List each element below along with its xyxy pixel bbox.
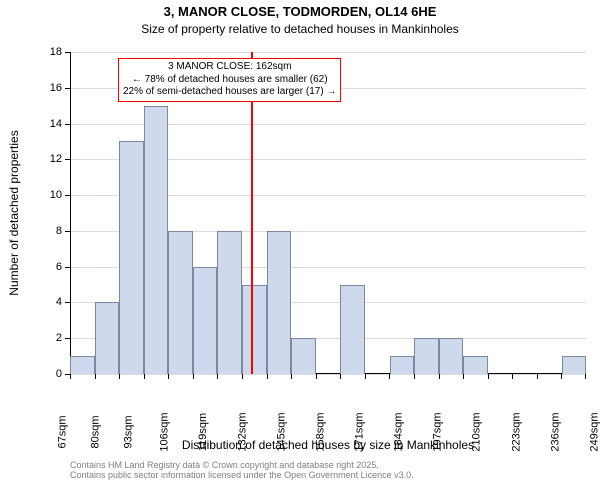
y-tick-label: 16 — [32, 82, 62, 94]
y-tick — [65, 338, 70, 339]
chart-container: 3, MANOR CLOSE, TODMORDEN, OL14 6HE Size… — [0, 0, 600, 500]
bar — [267, 231, 292, 374]
bar-inner — [70, 356, 95, 374]
bar — [463, 356, 488, 374]
x-tick — [291, 374, 292, 379]
y-tick — [65, 267, 70, 268]
x-tick — [217, 374, 218, 379]
bar — [242, 285, 267, 374]
x-tick-label: 249sqm — [588, 412, 600, 451]
x-tick — [340, 374, 341, 379]
bar — [217, 231, 242, 374]
y-tick — [65, 124, 70, 125]
footer-text: Contains HM Land Registry data © Crown c… — [70, 460, 600, 480]
y-tick — [65, 52, 70, 53]
bar-inner — [217, 231, 242, 374]
bar-inner — [119, 141, 144, 374]
chart-subtitle: Size of property relative to detached ho… — [0, 22, 600, 36]
x-tick — [365, 374, 366, 379]
bar-inner — [144, 106, 169, 374]
x-tick — [439, 374, 440, 379]
annotation-line-3: 22% of semi-detached houses are larger (… — [123, 86, 336, 99]
x-axis-label: Distribution of detached houses by size … — [70, 438, 586, 452]
x-tick — [512, 374, 513, 379]
y-tick — [65, 159, 70, 160]
x-tick — [144, 374, 145, 379]
bar-inner — [562, 356, 587, 374]
chart-title: 3, MANOR CLOSE, TODMORDEN, OL14 6HE — [0, 4, 600, 19]
bar-inner — [390, 356, 415, 374]
bar — [119, 141, 144, 374]
bar — [95, 302, 120, 374]
gridline — [70, 374, 586, 375]
x-tick — [267, 374, 268, 379]
annotation-line-2: ← 78% of detached houses are smaller (62… — [123, 74, 336, 87]
bar — [193, 267, 218, 374]
y-tick-label: 4 — [32, 296, 62, 308]
bar-inner — [242, 285, 267, 374]
x-tick — [585, 374, 586, 379]
x-tick — [561, 374, 562, 379]
bar-inner — [95, 302, 120, 374]
x-tick — [488, 374, 489, 379]
bar — [340, 285, 365, 374]
plot-area: 3 MANOR CLOSE: 162sqm ← 78% of detached … — [70, 52, 586, 374]
x-tick — [463, 374, 464, 379]
x-tick-labels: 67sqm80sqm93sqm106sqm119sqm132sqm145sqm1… — [70, 380, 586, 440]
footer-line-1: Contains HM Land Registry data © Crown c… — [70, 460, 600, 470]
x-tick — [316, 374, 317, 379]
y-tick-label: 8 — [32, 225, 62, 237]
y-tick — [65, 231, 70, 232]
y-tick — [65, 195, 70, 196]
y-tick — [65, 88, 70, 89]
bar-inner — [414, 338, 439, 374]
y-tick — [65, 302, 70, 303]
bar — [144, 106, 169, 374]
x-tick — [389, 374, 390, 379]
x-tick — [242, 374, 243, 379]
bar — [70, 356, 95, 374]
bar-inner — [463, 356, 488, 374]
bar-inner — [340, 285, 365, 374]
bar — [562, 356, 587, 374]
bar-inner — [439, 338, 464, 374]
bar-inner — [267, 231, 292, 374]
x-tick — [414, 374, 415, 379]
bar-inner — [168, 231, 193, 374]
y-tick-label: 0 — [32, 368, 62, 380]
bar — [168, 231, 193, 374]
y-tick-label: 14 — [32, 118, 62, 130]
y-axis-label: Number of detached properties — [7, 52, 21, 374]
bar — [291, 338, 316, 374]
x-tick — [119, 374, 120, 379]
bar — [414, 338, 439, 374]
footer-line-2: Contains public sector information licen… — [70, 470, 600, 480]
annotation-box: 3 MANOR CLOSE: 162sqm ← 78% of detached … — [118, 58, 341, 102]
y-tick-label: 6 — [32, 261, 62, 273]
y-tick-label: 10 — [32, 189, 62, 201]
x-tick — [537, 374, 538, 379]
x-tick — [168, 374, 169, 379]
x-tick — [95, 374, 96, 379]
y-tick-label: 2 — [32, 332, 62, 344]
y-tick-label: 18 — [32, 46, 62, 58]
bar-inner — [291, 338, 316, 374]
annotation-line-1: 3 MANOR CLOSE: 162sqm — [123, 61, 336, 74]
bar-inner — [193, 267, 218, 374]
bar — [439, 338, 464, 374]
x-tick — [70, 374, 71, 379]
bar — [390, 356, 415, 374]
y-tick-label: 12 — [32, 153, 62, 165]
x-tick — [193, 374, 194, 379]
